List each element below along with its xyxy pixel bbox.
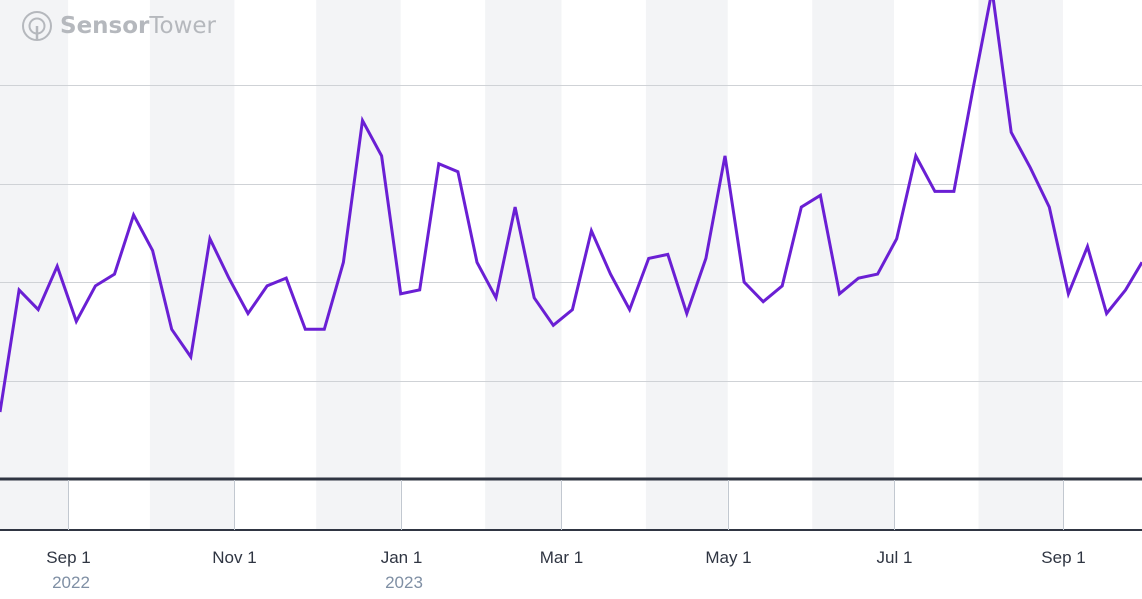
series-line-layer <box>0 0 1142 413</box>
series-line-0 <box>0 0 1142 413</box>
x-tick-label-0: Sep 1 <box>46 548 90 567</box>
svg-text:SensorTower: SensorTower <box>60 13 217 39</box>
x-year-label-0: 2022 <box>52 573 90 592</box>
x-axis-labels: Sep 1 Nov 1 Jan 1 Mar 1 May 1 Jul 1 Sep 1 2022 2… <box>46 548 1085 592</box>
gridlines <box>0 85 1142 382</box>
sensor-tower-logo: SensorTower <box>22 11 217 41</box>
x-tick-label-5: Jul 1 <box>877 548 913 567</box>
month-band-4 <box>645 0 728 530</box>
sensor-tower-logo-icon <box>22 11 52 41</box>
month-band-2 <box>316 0 401 530</box>
month-band-5 <box>812 0 894 530</box>
x-tick-label-3: Mar 1 <box>540 548 583 567</box>
month-bands <box>0 0 1063 530</box>
x-axis-ticks <box>68 480 1064 530</box>
x-tick-label-6: Sep 1 <box>1041 548 1085 567</box>
logo-text-sensor: Sensor <box>60 13 150 39</box>
x-tick-label-4: May 1 <box>705 548 751 567</box>
month-band-1 <box>149 0 235 530</box>
x-year-label-1: 2023 <box>385 573 423 592</box>
x-tick-label-1: Nov 1 <box>212 548 256 567</box>
logo-text-tower: Tower <box>148 13 216 39</box>
x-tick-label-2: Jan 1 <box>381 548 423 567</box>
month-band-3 <box>485 0 562 530</box>
month-band-6 <box>978 0 1063 530</box>
